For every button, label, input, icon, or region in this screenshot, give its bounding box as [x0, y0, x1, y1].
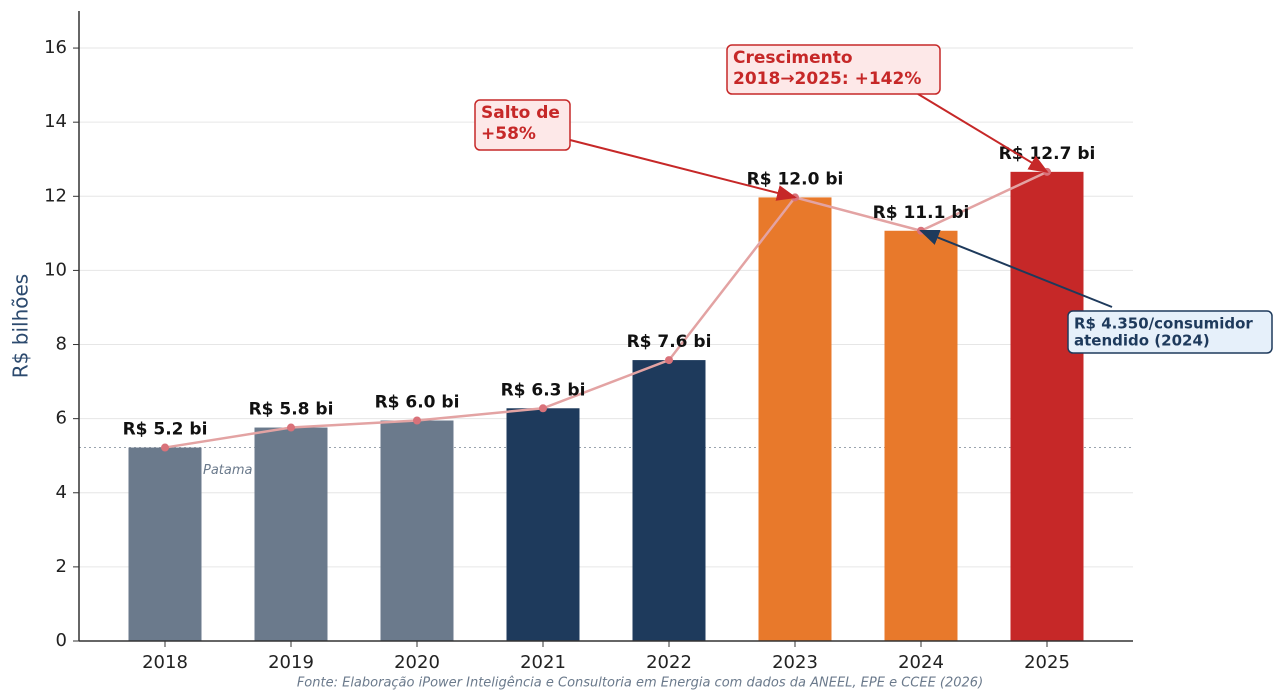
y-tick-label: 8: [56, 334, 67, 355]
annotation-text: Crescimento: [733, 48, 853, 68]
trend-point: [665, 356, 673, 365]
y-tick-label: 6: [56, 408, 67, 429]
trend-point: [413, 416, 421, 425]
bar: [1010, 171, 1084, 641]
value-label: R$ 12.0 bi: [747, 169, 844, 189]
bar: [506, 408, 580, 641]
x-tick-label: 2025: [1024, 652, 1070, 673]
annotation-box: [726, 44, 941, 95]
value-label: R$ 11.1 bi: [873, 203, 970, 223]
bar: [380, 420, 454, 641]
x-tick-label: 2024: [898, 652, 944, 673]
annotation-arrow: [919, 229, 1113, 308]
value-label: R$ 12.7 bi: [999, 144, 1096, 164]
annotation-text: 2018→2025: +142%: [733, 69, 921, 89]
value-label: R$ 7.6 bi: [627, 332, 712, 352]
y-axis-label: R$ bilhões: [9, 274, 33, 378]
y-tick-label: 16: [44, 37, 67, 58]
bar: [884, 230, 958, 641]
x-tick-label: 2023: [772, 652, 818, 673]
annotation-text: atendido (2024): [1074, 332, 1210, 350]
annotation-arrow: [569, 139, 797, 201]
x-tick-label: 2019: [268, 652, 314, 673]
value-label: R$ 5.2 bi: [123, 420, 208, 440]
trend-point: [287, 423, 295, 432]
annotation-arrow: [917, 93, 1049, 173]
y-tick-label: 10: [44, 259, 67, 280]
y-tick-label: 2: [56, 556, 67, 577]
annotation-box: [1067, 310, 1273, 354]
trend-point: [161, 443, 169, 452]
annotation-text: Salto de: [481, 103, 560, 123]
bar: [128, 447, 202, 641]
x-tick-label: 2022: [646, 652, 692, 673]
x-tick-label: 2018: [142, 652, 188, 673]
value-label: R$ 5.8 bi: [249, 400, 334, 420]
annotation-box: [474, 99, 571, 151]
y-tick-label: 0: [56, 630, 67, 651]
bar: [632, 360, 706, 641]
value-label: R$ 6.3 bi: [501, 380, 586, 400]
value-label: R$ 6.0 bi: [375, 393, 460, 413]
bar: [758, 197, 832, 641]
x-tick-label: 2021: [520, 652, 566, 673]
y-tick-label: 14: [44, 111, 67, 132]
reference-label: Patama: [203, 463, 253, 478]
x-tick-label: 2020: [394, 652, 440, 673]
annotation-text: R$ 4.350/consumidor: [1074, 315, 1253, 333]
y-tick-label: 12: [44, 185, 67, 206]
y-tick-label: 4: [56, 482, 67, 503]
footer: Fonte: Elaboração iPower Inteligência e …: [297, 676, 983, 691]
bar: [254, 427, 328, 641]
annotation-text: +58%: [481, 124, 536, 144]
trend-line: [164, 170, 1048, 449]
trend-point: [539, 404, 547, 413]
